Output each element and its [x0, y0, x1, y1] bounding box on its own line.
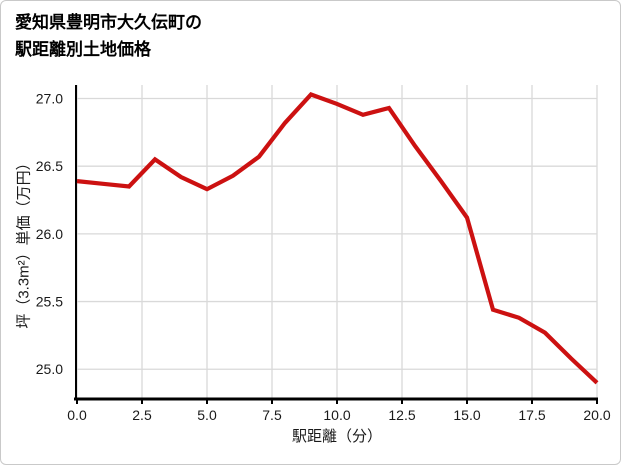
y-tick-label: 26.0: [36, 226, 63, 242]
x-tick-label: 7.5: [262, 407, 282, 423]
y-axis-label: 坪（3.3m²）単価（万円）: [15, 155, 33, 329]
y-tick-label: 25.0: [36, 361, 63, 377]
y-tick-label: 27.0: [36, 91, 63, 107]
x-tick-label: 10.0: [323, 407, 350, 423]
x-tick-label: 12.5: [388, 407, 415, 423]
x-tick-label: 17.5: [518, 407, 545, 423]
x-axis-label: 駅距離（分）: [291, 428, 382, 445]
x-tick-label: 2.5: [132, 407, 152, 423]
x-tick-label: 15.0: [453, 407, 480, 423]
price-line-series: [76, 92, 599, 385]
y-tick-label: 25.5: [36, 294, 63, 310]
chart-title: 愛知県豊明市大久伝町の 駅距離別土地価格: [15, 13, 202, 59]
x-tick-label: 5.0: [197, 407, 217, 423]
y-tick-label: 26.5: [36, 158, 63, 174]
x-tick-label: 0.0: [67, 407, 87, 423]
x-tick-label: 20.0: [583, 407, 610, 423]
